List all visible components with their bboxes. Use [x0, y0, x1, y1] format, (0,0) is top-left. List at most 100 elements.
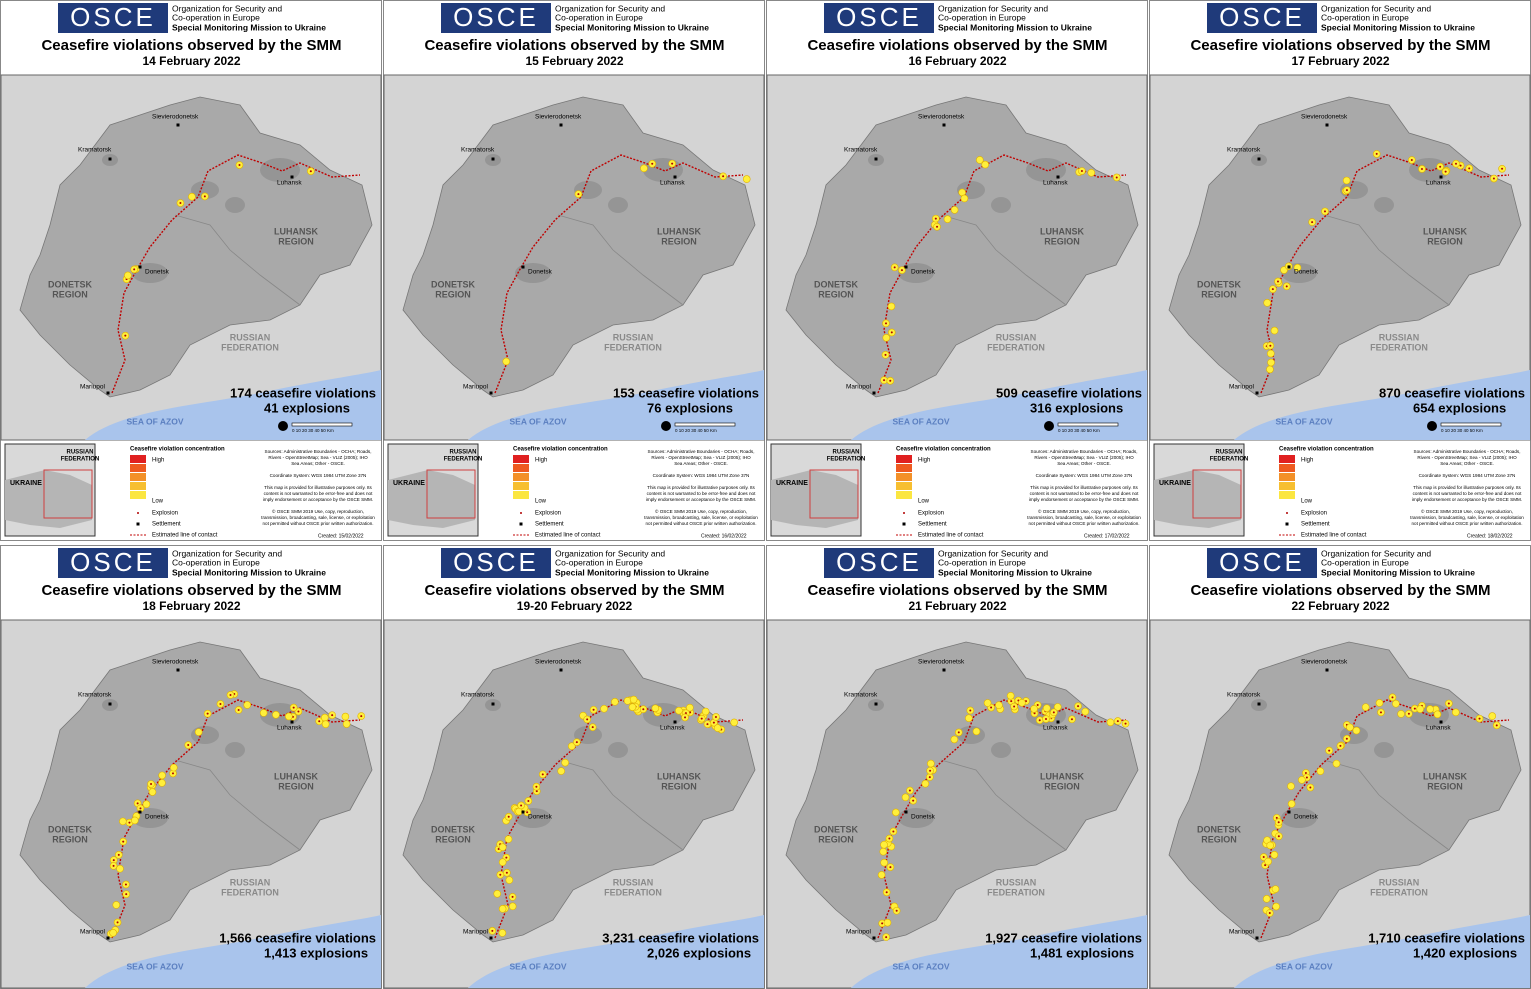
legend-note: not permitted without OSCE prior written…	[262, 521, 373, 526]
violation-spot	[742, 175, 751, 183]
place-label: REGION	[435, 289, 471, 299]
explosion-dot	[577, 193, 580, 196]
place-label: REGION	[52, 289, 88, 299]
place-label: RUSSIAN	[1379, 877, 1420, 887]
place-label: LUHANSK	[657, 771, 701, 781]
place-label: Kramatorsk	[78, 692, 112, 699]
org-line: Organization for Security and	[1321, 548, 1431, 558]
explosion-dot	[706, 723, 709, 726]
explosion-dot	[1070, 718, 1073, 721]
place-label: SEA OF AZOV	[893, 961, 950, 971]
legend-label: Low	[918, 499, 930, 505]
logo-box	[58, 3, 168, 33]
explosion-dot	[124, 334, 127, 337]
explosion-dot	[1124, 722, 1127, 725]
legend-note: Coordinate System: WGS 1984 UTM Zone 37N	[1419, 473, 1516, 478]
logo-text: OSCE	[1219, 2, 1305, 32]
place-label: Sievierodonetsk	[152, 659, 199, 666]
org-line: Co-operation in Europe	[555, 557, 643, 567]
explosions-count: 76 explosions	[647, 400, 733, 415]
violation-spot	[142, 800, 151, 809]
explosion-dot	[219, 702, 222, 705]
inset-area	[43, 469, 93, 519]
violations-count: 1,927 ceasefire violations	[985, 930, 1142, 945]
legend-settlement	[519, 522, 523, 526]
explosion-dot	[125, 893, 128, 896]
legend-title: Ceasefire violation concentration	[1279, 447, 1374, 453]
legend-note: © OSCE SMM 2019 Use, copy, reproduction,	[272, 508, 364, 514]
place-label: REGION	[661, 781, 697, 791]
urban-area	[608, 742, 628, 758]
region-border	[1323, 759, 1450, 851]
panel: OSCE Organization for Security andCo-oper…	[766, 545, 1148, 989]
place-label: SEA OF AZOV	[510, 416, 567, 426]
explosion-dot	[1345, 189, 1348, 192]
explosion-dot	[1478, 717, 1481, 720]
violation-spot	[498, 929, 507, 937]
inset-label: UKRAINE	[776, 480, 808, 487]
violation-spot	[1452, 708, 1460, 717]
legend-swatch	[130, 482, 146, 490]
settlement	[108, 702, 112, 706]
explosion-dot	[651, 162, 654, 165]
settlement	[108, 157, 112, 161]
legend-settlement	[1285, 522, 1289, 526]
inset-ukraine	[1154, 470, 1241, 528]
north-arrow	[1044, 421, 1054, 431]
place-label: REGION	[818, 834, 854, 844]
urban-area	[1374, 742, 1394, 758]
violation-spot	[887, 302, 896, 311]
place-label: REGION	[1044, 781, 1080, 791]
legend-title: Ceasefire violation concentration	[130, 447, 225, 453]
settlement	[521, 810, 525, 814]
explosion-dot	[881, 922, 884, 925]
explosion-dot	[238, 164, 241, 167]
inset-label: RUSSIAN	[832, 450, 859, 456]
org-line: Special Monitoring Mission to Ukraine	[172, 22, 326, 32]
org-line: Special Monitoring Mission to Ukraine	[938, 22, 1092, 32]
explosion-dot	[892, 830, 895, 833]
org-line: Organization for Security and	[938, 548, 1048, 558]
settlement	[1325, 123, 1329, 127]
place-label: REGION	[435, 834, 471, 844]
explosion-dot	[591, 726, 594, 729]
org-line: Organization for Security and	[555, 548, 665, 558]
place-label: Kramatorsk	[461, 692, 495, 699]
place-label: LUHANSK	[274, 226, 318, 236]
explosion-dot	[1311, 221, 1314, 224]
explosion-dot	[1495, 724, 1498, 727]
contact-line	[111, 154, 361, 394]
explosion-dot	[1304, 771, 1307, 774]
explosion-dot	[884, 353, 887, 356]
legend-note: Sources: Administrative Boundaries - OCH…	[1414, 449, 1521, 454]
explosion-dot	[1328, 749, 1331, 752]
place-label: Luhansk	[1043, 180, 1068, 187]
violation-spot	[498, 843, 507, 852]
violation-spot	[879, 847, 888, 856]
place-label: DONETSK	[48, 279, 93, 289]
place-label: Luhansk	[1043, 725, 1068, 732]
violation-spot	[1346, 723, 1354, 732]
explosion-dot	[912, 799, 915, 802]
violation-spot	[927, 759, 935, 768]
legend-label: Estimated line of contact	[535, 533, 601, 539]
region-border	[940, 759, 1067, 851]
legend-note: imply endorsement or acceptance by the O…	[263, 497, 373, 502]
settlement	[489, 936, 493, 940]
panel: OSCE Organization for Security andCo-oper…	[1149, 0, 1531, 541]
violation-spot	[1264, 857, 1272, 866]
legend-label: Explosion	[1301, 511, 1327, 517]
violation-spot	[498, 858, 507, 867]
place-label: Donetsk	[1294, 814, 1319, 821]
violation-spot	[1416, 705, 1424, 713]
explosion-dot	[1407, 712, 1410, 715]
scale-bar	[1440, 422, 1502, 427]
place-label: LUHANSK	[274, 771, 318, 781]
violation-spot	[148, 788, 157, 796]
contact-line	[494, 154, 744, 394]
org-line: Co-operation in Europe	[172, 557, 260, 567]
place-label: 0 10 20 30 40 50 Km	[292, 428, 334, 433]
explosion-dot	[1309, 786, 1312, 789]
explosion-dot	[535, 785, 538, 788]
violation-spot	[320, 713, 329, 722]
